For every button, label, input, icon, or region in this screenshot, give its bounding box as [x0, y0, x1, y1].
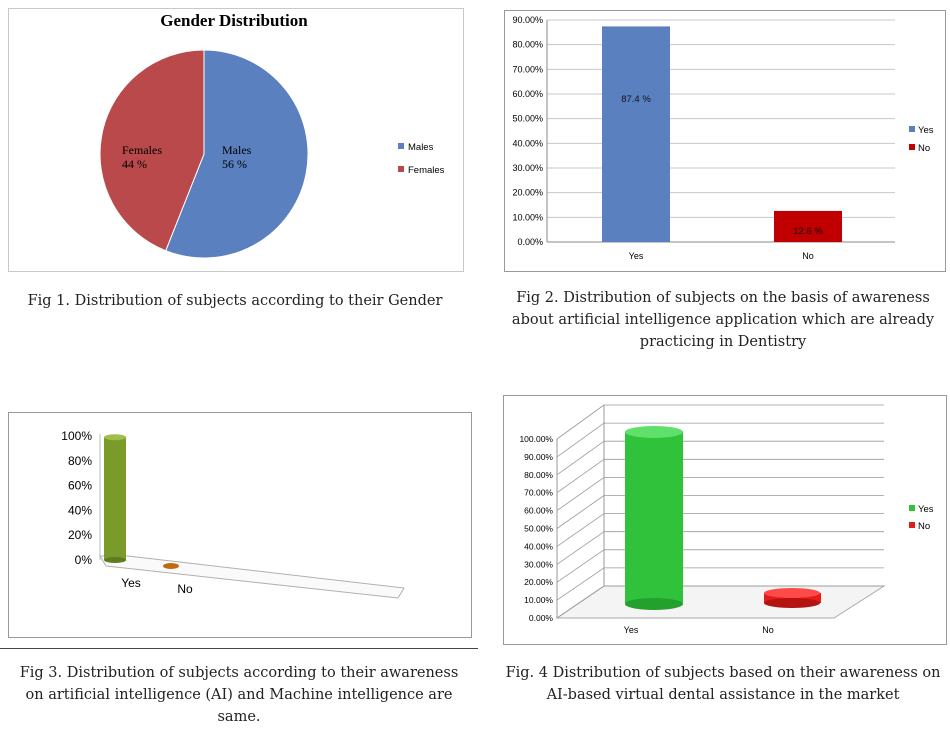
x-tick-label: No: [802, 251, 814, 261]
caption-line: practicing in Dentistry: [639, 334, 807, 350]
floor-plane: [555, 585, 886, 619]
legend-label: No: [918, 521, 930, 532]
y-tick-label: 80.00%: [512, 40, 543, 50]
legend-swatch: [909, 505, 915, 511]
cylinder-top: [104, 434, 126, 441]
figure-1-caption: Fig 1. Distribution of subjects accordin…: [27, 293, 443, 309]
cylinder-yes: [104, 437, 126, 560]
figure-3-caption: Fig 3. Distribution of subjects accordin…: [4, 662, 474, 728]
x-tick-label: No: [177, 582, 193, 596]
y-tick-label: 40.00%: [512, 138, 543, 148]
gridline: [556, 477, 605, 511]
cylinder-yes: [625, 432, 683, 604]
y-tick-label: 10.00%: [512, 212, 543, 222]
cylinder-top: [764, 588, 820, 598]
caption-line: Fig 3. Distribution of subjects accordin…: [19, 665, 459, 681]
legend-swatch: [909, 144, 915, 150]
legend-swatch: [909, 126, 915, 132]
pie-slice-females: [99, 49, 205, 252]
caption-line: Fig 2. Distribution of subjects on the b…: [516, 290, 930, 306]
legend-label: No: [918, 143, 930, 154]
data-label: 56 %: [222, 157, 247, 171]
cylinder-base: [625, 598, 683, 610]
cylinder-no: [764, 593, 821, 603]
legend-label: Males: [408, 142, 434, 153]
y-tick-label: 0.00%: [529, 613, 554, 623]
figure-4-caption: Fig. 4 Distribution of subjects based on…: [500, 662, 946, 706]
gridline: [556, 495, 605, 529]
y-tick-label: 100%: [61, 429, 92, 443]
cylinder-base: [764, 598, 820, 608]
data-label: 87.4 %: [621, 94, 651, 105]
bar-no: [774, 210, 842, 242]
legend-label: Females: [408, 165, 445, 176]
y-tick-label: 90.00%: [524, 452, 553, 462]
gridline: [556, 531, 605, 565]
x-tick-label: Yes: [624, 625, 639, 635]
ai-machine-intelligence-chart: 0% 20% 40% 60% 80% 100% Yes No: [61, 429, 405, 599]
caption-line: AI-based virtual dental assistance in th…: [546, 687, 900, 703]
y-tick-label: 30.00%: [512, 163, 543, 173]
y-tick-label: 0.00%: [517, 237, 543, 247]
divider: [0, 648, 478, 649]
cylinder-top: [625, 426, 683, 438]
x-tick-label: No: [762, 625, 774, 635]
y-tick-label: 60.00%: [524, 506, 553, 516]
y-tick-label: 80%: [68, 454, 92, 468]
x-tick-label: Yes: [121, 576, 141, 590]
y-tick-label: 50.00%: [512, 114, 543, 124]
legend-swatch: [909, 522, 915, 528]
gridline: [556, 422, 605, 458]
y-tick-label: 60.00%: [512, 89, 543, 99]
y-tick-label: 90.00%: [512, 15, 543, 25]
gridline: [556, 404, 605, 440]
pie-slice-males: [165, 49, 309, 259]
y-tick-label: 0%: [75, 553, 93, 567]
data-label: 44 %: [122, 157, 147, 171]
data-label: Males: [222, 143, 252, 157]
y-tick-label: 40.00%: [524, 541, 553, 551]
y-tick-label: 20.00%: [524, 577, 553, 587]
bar-yes: [602, 26, 670, 243]
x-tick-label: Yes: [629, 251, 644, 261]
legend-swatch: [398, 166, 404, 172]
cylinder-no: [163, 563, 179, 569]
cylinder-base: [104, 557, 126, 563]
legend-label: Yes: [918, 125, 934, 136]
chart-frame: [8, 412, 472, 638]
data-label: Females: [122, 143, 162, 157]
caption-line: Fig. 4 Distribution of subjects based on…: [505, 665, 941, 681]
gridline: [556, 549, 605, 583]
caption-line: same.: [217, 709, 261, 725]
gridline: [556, 440, 605, 476]
y-tick-label: 30.00%: [524, 559, 553, 569]
awareness-bar-chart: 0.00% 10.00% 20.00% 30.00% 40.00% 50.00% 60.00…: [512, 15, 934, 261]
figure-2-caption: Fig 2. Distribution of subjects on the b…: [500, 287, 946, 353]
y-tick-label: 20%: [68, 528, 92, 542]
y-tick-label: 80.00%: [524, 470, 553, 480]
chart-title: Gender Distribution: [160, 11, 308, 30]
y-tick-label: 40%: [68, 503, 92, 517]
gridline: [556, 585, 605, 619]
chart-frame: [504, 10, 946, 272]
y-tick-label: 20.00%: [512, 188, 543, 198]
y-tick-label: 100.00%: [519, 434, 553, 444]
gridline: [556, 513, 605, 547]
y-tick-label: 60%: [68, 479, 92, 493]
y-tick-label: 70.00%: [524, 488, 553, 498]
caption-line: on artificial intelligence (AI) and Mach…: [25, 687, 453, 703]
data-label: 12.6 %: [793, 226, 823, 237]
y-tick-label: 70.00%: [512, 64, 543, 74]
gridline: [556, 458, 605, 494]
legend-label: Yes: [918, 504, 934, 515]
y-tick-label: 10.00%: [524, 595, 553, 605]
legend-swatch: [398, 143, 404, 149]
gridline: [556, 567, 605, 601]
caption-line: about artificial intelligence applicatio…: [511, 312, 935, 328]
y-tick-label: 50.00%: [524, 524, 553, 534]
